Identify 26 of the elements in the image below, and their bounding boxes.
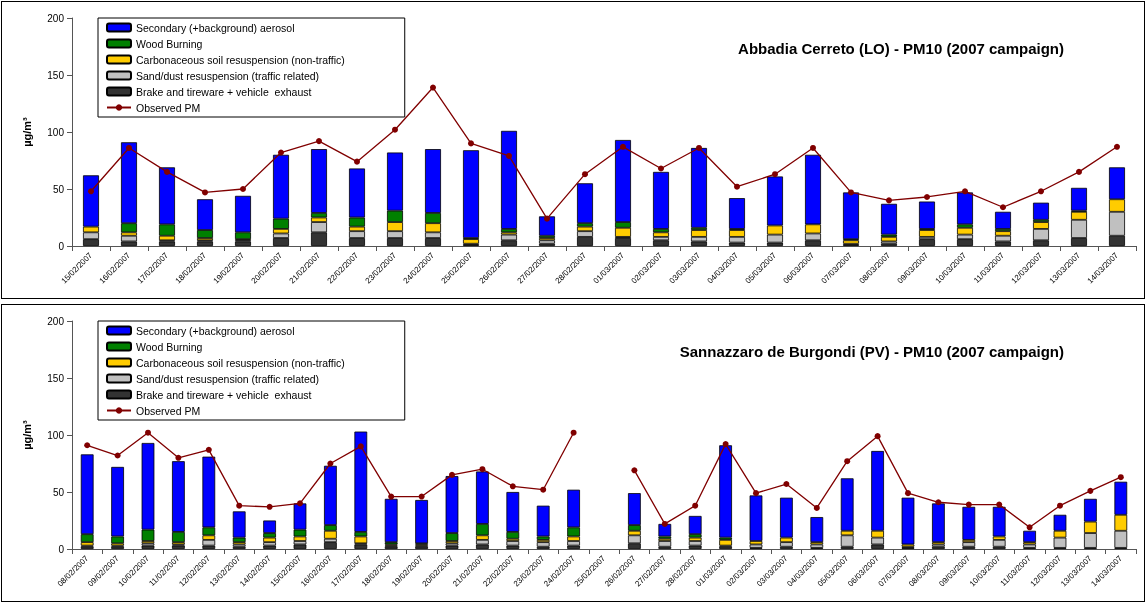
y-tick-label: 50 bbox=[52, 183, 65, 195]
y-tick-label: 50 bbox=[52, 486, 65, 498]
y-tick-label: 150 bbox=[47, 372, 65, 384]
legend-label: Brake and tireware + vehicle exhaust bbox=[136, 388, 312, 401]
text: Sannazzaro de Burgondi (PV) - PM10 (2007 campaign) bbox=[679, 343, 1065, 360]
y-tick-label: 0 bbox=[58, 240, 65, 252]
y-axis-title: µg/m³ bbox=[20, 116, 33, 147]
legend-label: Observed PM bbox=[136, 404, 201, 417]
y-tick-label: 100 bbox=[47, 126, 65, 138]
legend-label: Sand/dust resuspension (traffic related) bbox=[136, 372, 320, 385]
legend-label: Carbonaceous soil resuspension (non-traffic) bbox=[136, 53, 345, 66]
legend-label: Observed PM bbox=[136, 101, 201, 114]
legend-label: Sand/dust resuspension (traffic related) bbox=[136, 69, 320, 82]
y-tick-label: 100 bbox=[47, 429, 65, 441]
y-tick-label: 150 bbox=[47, 69, 65, 81]
y-tick-label: 200 bbox=[47, 315, 65, 327]
text: Abbadia Cerreto (LO) - PM10 (2007 campaign) bbox=[738, 40, 1064, 57]
legend-label: Wood Burning bbox=[136, 37, 203, 50]
legend-label: Secondary (+background) aerosol bbox=[136, 21, 295, 34]
legend-label: Brake and tireware + vehicle exhaust bbox=[136, 85, 312, 98]
legend-label: Wood Burning bbox=[136, 340, 203, 353]
y-axis-title: µg/m³ bbox=[20, 419, 33, 450]
legend-label: Carbonaceous soil resuspension (non-traffic) bbox=[136, 356, 345, 369]
legend-label: Secondary (+background) aerosol bbox=[136, 324, 295, 337]
y-tick-label: 0 bbox=[58, 543, 65, 555]
y-tick-label: 200 bbox=[47, 12, 65, 24]
